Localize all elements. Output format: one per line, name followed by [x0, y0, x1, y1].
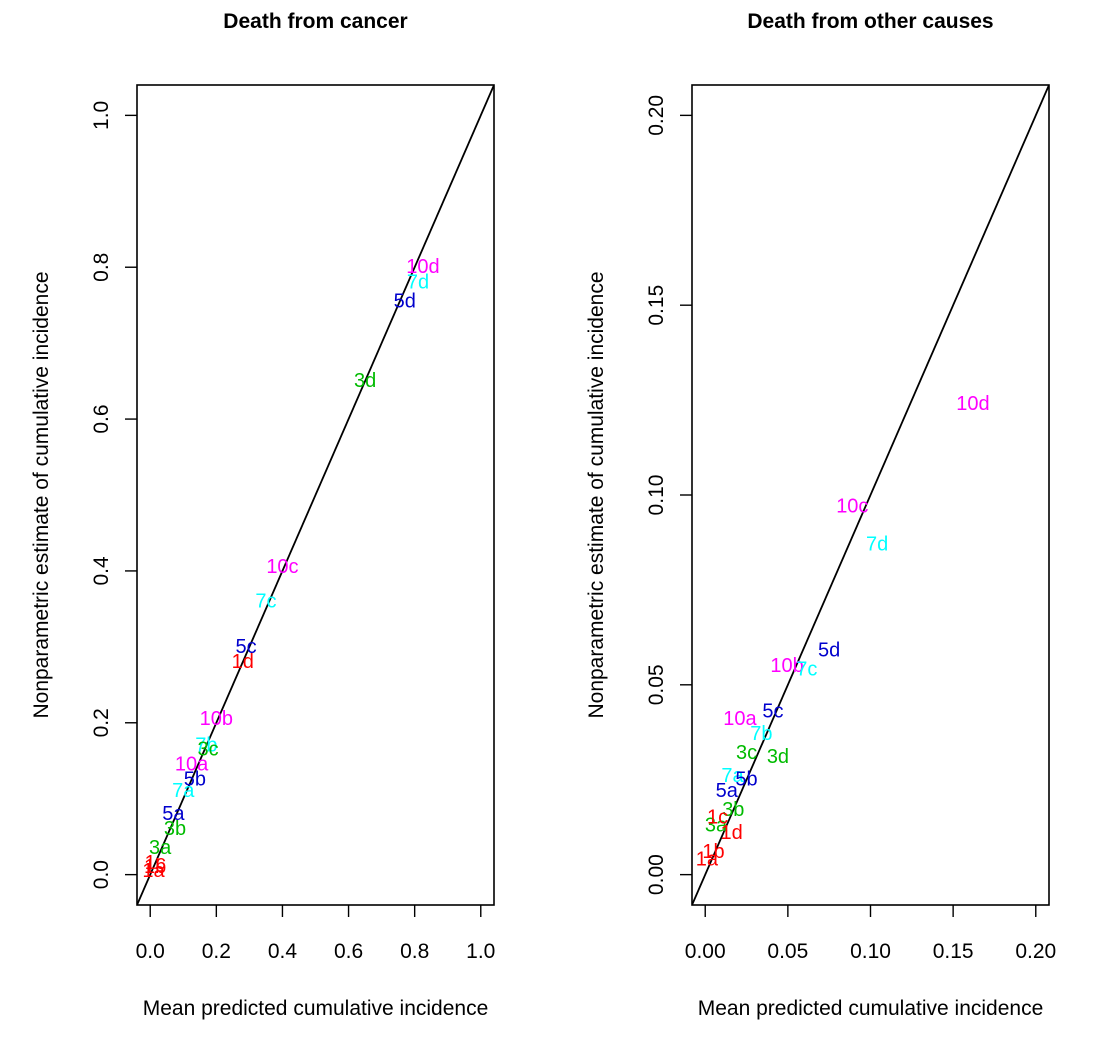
y-axis-label: Nonparametric estimate of cumulative inc…: [30, 271, 53, 718]
y-tick-label: 0.6: [90, 404, 113, 433]
point-label: 5a: [716, 780, 739, 802]
panel-death-from-other-causes: Death from other causes 0.00 0.05 0.10 0.15 0…: [585, 10, 1056, 1020]
point-label: 7d: [407, 271, 429, 293]
point-label: 3c: [198, 738, 219, 760]
y-tick-label: 0.0: [90, 860, 113, 889]
point-label: 10b: [200, 708, 233, 730]
point-label: 1d: [721, 822, 743, 844]
reference-line-y-equals-x: [137, 85, 494, 905]
point-label: 10a: [723, 708, 757, 730]
point-label: 5c: [762, 700, 783, 722]
point-label: 5b: [184, 769, 206, 791]
point-label: 3a: [149, 837, 172, 859]
point-label: 1b: [144, 856, 166, 878]
point-label: 5c: [236, 636, 257, 658]
point-label: 7a: [721, 765, 744, 787]
y-tick-label: 0.10: [645, 475, 668, 516]
x-tick-label: 0.6: [334, 940, 363, 963]
x-tick-label: 0.0: [136, 940, 165, 963]
point-label: 10d: [956, 393, 989, 415]
point-label: 7a: [172, 780, 195, 802]
point-label: 10a: [175, 754, 209, 776]
point-label: 3d: [767, 746, 789, 768]
y-tick-label: 0.15: [645, 285, 668, 326]
point-label: 1a: [142, 860, 165, 882]
point-label: 5a: [162, 803, 185, 825]
point-label: 10c: [266, 556, 298, 578]
x-tick-label: 1.0: [466, 940, 495, 963]
point-label: 3d: [354, 370, 376, 392]
point-label: 10c: [836, 495, 868, 517]
x-tick-label: 0.2: [202, 940, 231, 963]
point-label: 7c: [255, 590, 276, 612]
x-tick-label: 0.8: [400, 940, 429, 963]
y-tick-label: 0.2: [90, 708, 113, 737]
x-tick-label: 0.05: [767, 940, 808, 963]
point-label: 1d: [232, 651, 254, 673]
x-tick-label: 0.15: [933, 940, 974, 963]
y-tick-label: 1.0: [90, 101, 113, 130]
point-label: 1b: [702, 841, 724, 863]
plot-frame: [136, 84, 495, 906]
chart-title: Death from cancer: [223, 10, 407, 33]
y-axis-label: Nonparametric estimate of cumulative inc…: [585, 271, 608, 718]
point-label: 5d: [818, 640, 840, 662]
x-tick-label: 0.00: [685, 940, 726, 963]
point-label: 7b: [195, 735, 217, 757]
point-label: 3b: [164, 818, 186, 840]
point-label: 3c: [736, 742, 757, 764]
x-axis-label: Mean predicted cumulative incidence: [143, 997, 489, 1020]
y-tick-label: 0.05: [645, 664, 668, 705]
y-tick-label: 0.4: [90, 556, 113, 586]
point-label: 10d: [406, 256, 439, 278]
point-label: 3b: [722, 799, 744, 821]
x-tick-label: 0.4: [268, 940, 298, 963]
point-label: 1c: [707, 807, 728, 829]
y-tick-label: 0.8: [90, 253, 113, 282]
point-label: 7c: [796, 659, 817, 681]
point-label: 10b: [770, 655, 803, 677]
point-label: 3a: [705, 814, 728, 836]
point-label: 1c: [145, 852, 166, 874]
panel-death-from-cancer: Death from cancer 0.0 0.2 0.4 0.6 0.8 1.0 0.0 0.…: [30, 10, 495, 1020]
point-label: 5d: [394, 290, 416, 312]
y-tick-label: 0.20: [645, 95, 668, 136]
y-tick-label: 0.00: [645, 854, 668, 895]
reference-line-y-equals-x: [692, 85, 1049, 905]
chart-title: Death from other causes: [747, 10, 993, 33]
point-label: 7b: [750, 723, 772, 745]
point-label: 5b: [735, 769, 757, 791]
point-label: 1a: [696, 848, 719, 870]
x-tick-label: 0.10: [850, 940, 891, 963]
x-tick-label: 0.20: [1015, 940, 1056, 963]
point-label: 7d: [866, 533, 888, 555]
x-axis-label: Mean predicted cumulative incidence: [698, 997, 1044, 1020]
